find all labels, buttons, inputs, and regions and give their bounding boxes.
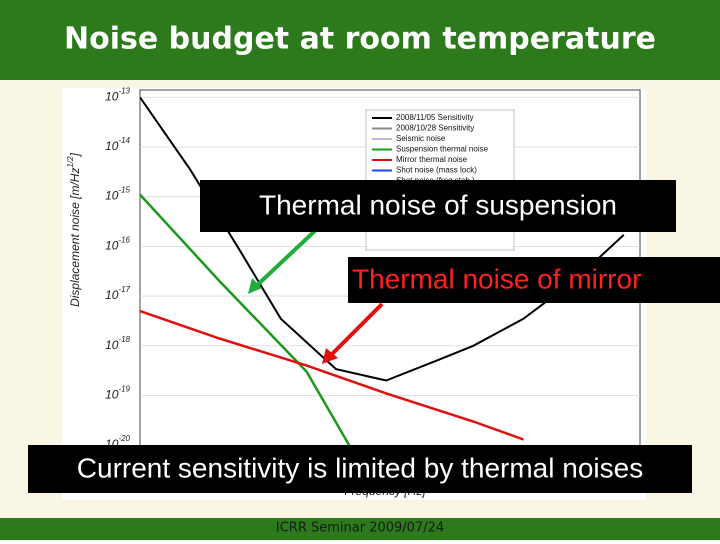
tick-base: 10 (105, 239, 119, 253)
legend-label: Suspension thermal noise (396, 145, 489, 154)
tick-base: 10 (105, 288, 119, 302)
y-tick-label: 10-19 (105, 385, 130, 402)
slide-title: Noise budget at room temperature (64, 22, 656, 57)
y-label-suffix: ] (68, 152, 82, 157)
legend-label: 2008/10/28 Sensitivity (396, 124, 474, 133)
tick-exponent: -19 (118, 385, 130, 394)
header-band (0, 0, 720, 80)
arrowhead-mirror (322, 348, 338, 364)
tick-exponent: -16 (118, 235, 130, 244)
tick-base: 10 (105, 338, 119, 352)
tick-exponent: -14 (118, 136, 130, 145)
callout-box (28, 445, 692, 493)
y-tick-label: 10-16 (105, 235, 130, 252)
callout-text: Thermal noise of suspension (259, 189, 617, 220)
footer-band (0, 518, 720, 540)
series-line (140, 193, 351, 446)
legend-label: Shot noise (mass lock) (396, 166, 477, 175)
legend-label: Mirror thermal noise (396, 155, 468, 164)
callout-text: Current sensitivity is limited by therma… (77, 452, 643, 483)
y-tick-label: 10-13 (105, 86, 130, 103)
arrowhead-suspension (248, 278, 262, 294)
tick-exponent: -13 (118, 86, 130, 95)
tick-base: 10 (105, 189, 119, 203)
y-tick-label: 10-14 (105, 136, 130, 153)
y-tick-label: 10-17 (105, 285, 130, 302)
tick-exponent: -17 (118, 285, 130, 294)
tick-exponent: -18 (118, 335, 130, 344)
footer-text: ICRR Seminar 2009/07/24 (276, 521, 444, 536)
y-axis-label: Displacement noise [m/Hz1/2] (66, 152, 82, 307)
callout-box (200, 180, 676, 232)
legend-label: Seismic noise (396, 134, 446, 143)
series-line (140, 309, 524, 441)
legend-label: 2008/11/05 Sensitivity (396, 113, 474, 122)
y-label-exponent: 1/2 (66, 156, 75, 168)
callout-box (348, 257, 720, 303)
callout-text: Thermal noise of mirror (352, 263, 641, 294)
arrow-mirror (326, 302, 384, 360)
y-tick-label: 10-18 (105, 335, 130, 352)
chart: 10-1310-1410-1510-1610-1710-1810-1910-20… (28, 86, 720, 498)
y-label-text: Displacement noise [m/Hz (68, 168, 82, 307)
tick-exponent: -20 (118, 434, 130, 443)
y-tick-label: 10-15 (105, 186, 130, 203)
arrow-suspension (250, 226, 320, 292)
tick-base: 10 (105, 139, 119, 153)
tick-exponent: -15 (118, 186, 130, 195)
tick-base: 10 (105, 89, 119, 103)
tick-base: 10 (105, 388, 119, 402)
